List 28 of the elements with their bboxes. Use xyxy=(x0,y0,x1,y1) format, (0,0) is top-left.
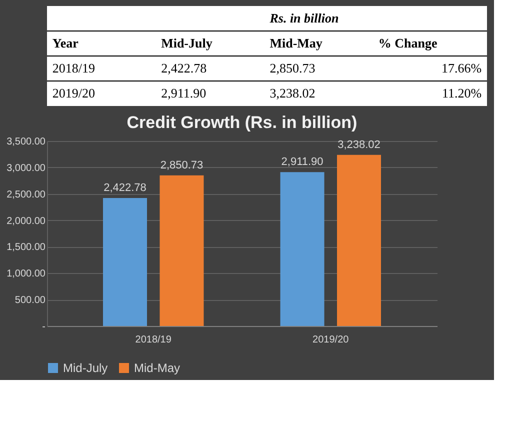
text: 2,911.90 xyxy=(161,86,206,100)
y-tick-label: 3,000.00 xyxy=(6,162,46,174)
y-tick-label: 500.00 xyxy=(14,295,46,306)
text: Rs. in billion xyxy=(268,10,339,26)
y-tick-label: 1,000.00 xyxy=(6,268,46,280)
chart-title: Credit Growth (Rs. in billion) xyxy=(126,113,358,132)
y-tick-label: 2,500.00 xyxy=(6,189,46,200)
text: 3,238.02 xyxy=(270,86,316,100)
legend-label: Mid-July xyxy=(63,361,108,375)
text: 2,850.73 xyxy=(270,60,316,76)
category-label: 2018/19 xyxy=(52,60,96,76)
data-label: 2,422.78 xyxy=(104,182,146,194)
y-tick-label: 3,500.00 xyxy=(6,136,46,148)
y-tick-label: 1,500.00 xyxy=(6,242,46,254)
category-label: 2019/20 xyxy=(52,86,96,100)
text: Mid-July xyxy=(161,36,212,50)
data-label: 3,238.02 xyxy=(338,138,380,151)
data-label: 2,850.73 xyxy=(160,159,204,172)
data-label: 2,911.90 xyxy=(281,156,324,168)
text: Mid-May xyxy=(270,36,322,50)
text: 2,422.78 xyxy=(161,60,207,76)
y-tick-label: - xyxy=(42,322,46,332)
text: 17.66% xyxy=(441,60,482,76)
text: 11.20% xyxy=(442,86,482,100)
text: Year xyxy=(52,36,79,50)
y-tick-label: 2,000.00 xyxy=(6,216,46,227)
text: % Change xyxy=(378,36,438,50)
legend-label: Mid-May xyxy=(134,361,180,375)
